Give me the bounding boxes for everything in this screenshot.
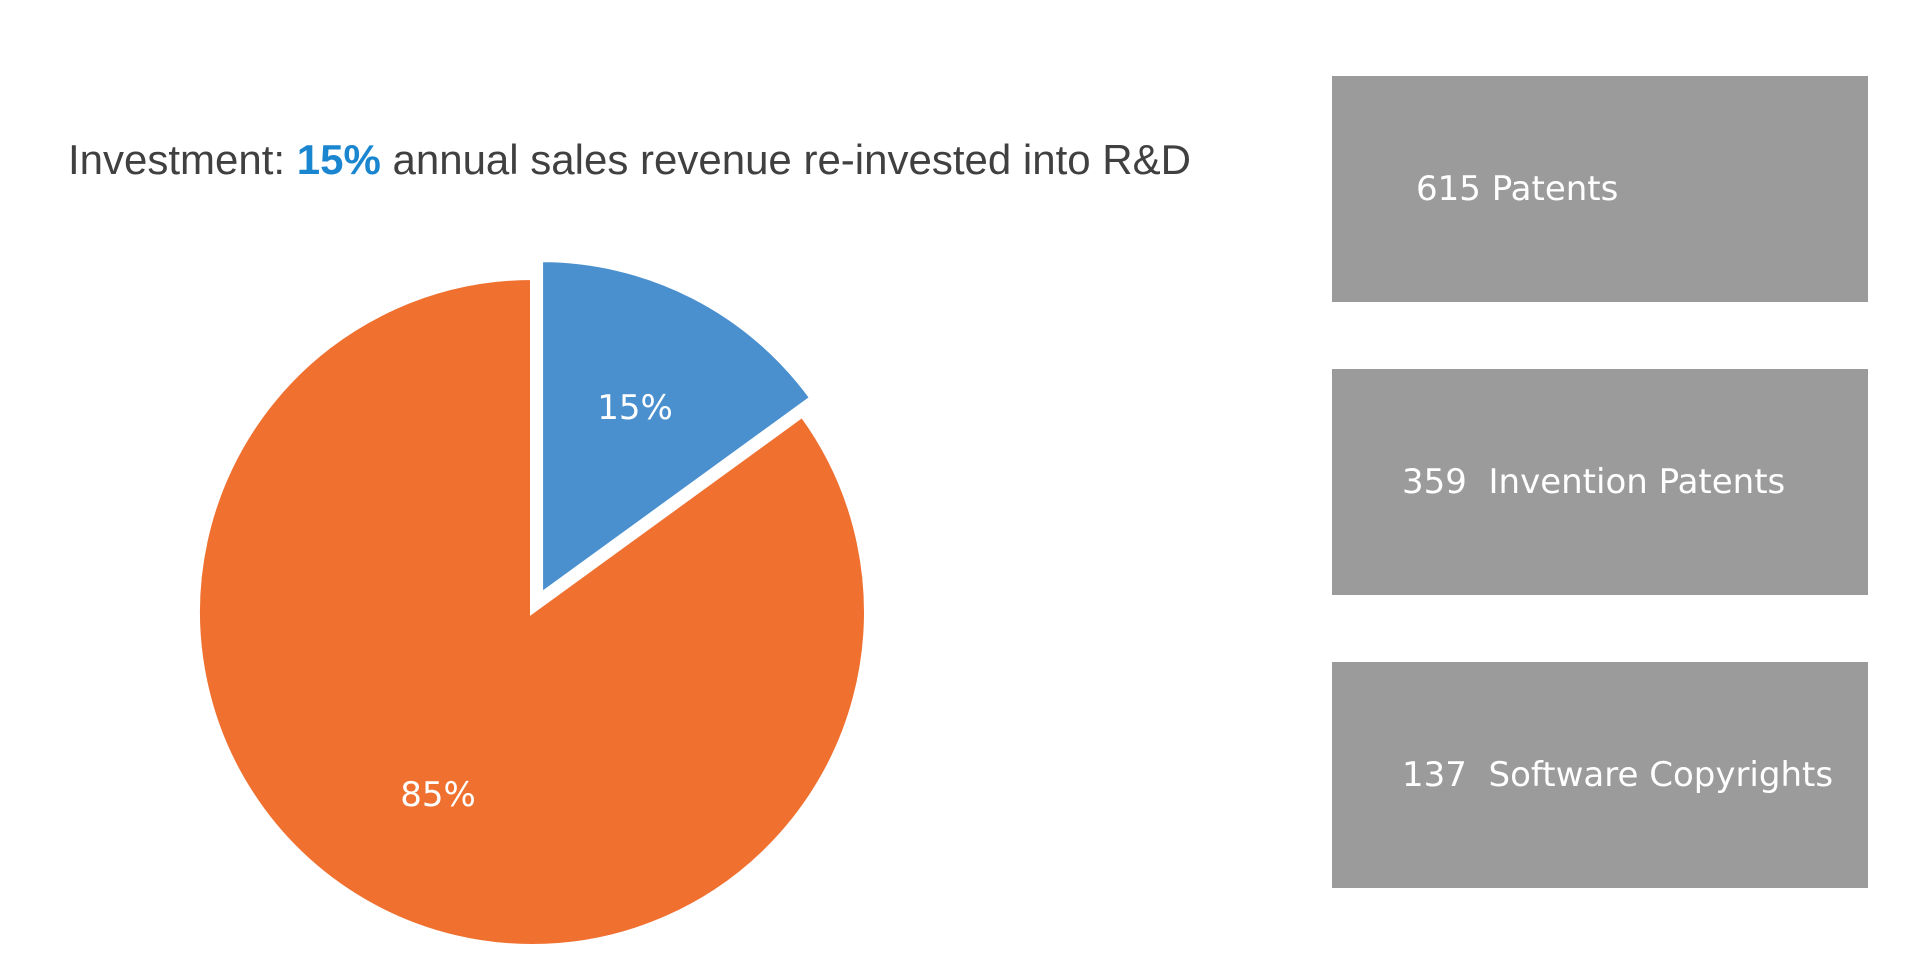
- pie-slice-15: [539, 258, 815, 599]
- pie-slice-85: [196, 275, 868, 948]
- stat-label-software-copyrights: 137 Software Copyrights: [1402, 755, 1834, 795]
- stat-label-patents: 615 Patents: [1416, 169, 1619, 209]
- headline-suffix: annual sales revenue re-invested into R&…: [380, 136, 1191, 183]
- pie-slice-label-15: 15%: [597, 388, 673, 428]
- stat-box-invention-patents: 359 Invention Patents: [1332, 369, 1868, 595]
- stat-box-software-copyrights: 137 Software Copyrights: [1332, 662, 1868, 888]
- stats-panel: 615 Patents 359 Invention Patents 137 So…: [1332, 76, 1868, 955]
- stat-label-invention-patents: 359 Invention Patents: [1402, 462, 1786, 502]
- headline-highlight: 15%: [296, 136, 381, 183]
- stat-box-patents: 615 Patents: [1332, 76, 1868, 302]
- pie-chart-svg: 15% 85%: [196, 258, 868, 948]
- pie-chart: 15% 85%: [196, 258, 868, 948]
- headline-prefix: Investment:: [68, 136, 297, 183]
- headline: Investment: 15% annual sales revenue re-…: [68, 132, 1191, 188]
- pie-slice-label-85: 85%: [400, 775, 476, 815]
